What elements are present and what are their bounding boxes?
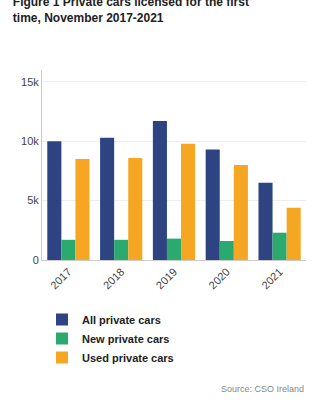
svg-text:2021: 2021 <box>259 266 285 292</box>
svg-text:10k: 10k <box>21 135 39 147</box>
svg-text:2020: 2020 <box>206 266 232 292</box>
svg-text:Used private cars: Used private cars <box>82 352 174 364</box>
svg-text:2017: 2017 <box>48 266 74 292</box>
svg-text:2019: 2019 <box>154 266 180 292</box>
svg-text:Source: CSO Ireland: Source: CSO Ireland <box>221 384 304 394</box>
svg-text:5k: 5k <box>27 194 39 206</box>
svg-text:0: 0 <box>33 254 39 266</box>
svg-text:2018: 2018 <box>101 266 127 292</box>
svg-text:All private cars: All private cars <box>82 314 161 326</box>
svg-text:Figure 1 Private cars licensed: Figure 1 Private cars licensed for the f… <box>13 0 249 25</box>
svg-text:15k: 15k <box>21 76 39 88</box>
svg-text:New private cars: New private cars <box>82 333 169 345</box>
